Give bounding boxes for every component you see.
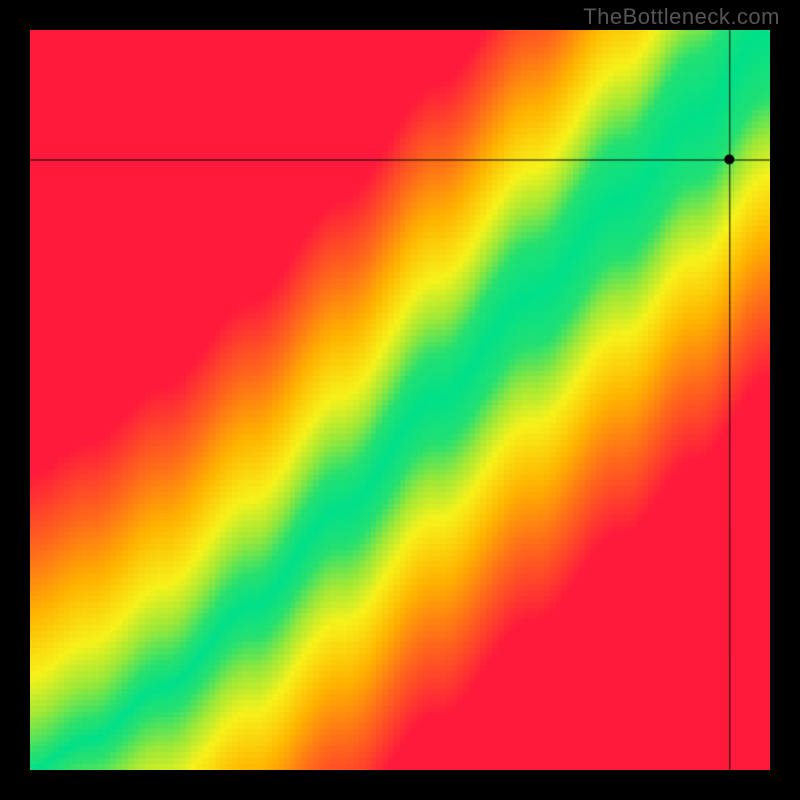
chart-container: TheBottleneck.com — [0, 0, 800, 800]
bottleneck-heatmap — [30, 30, 770, 770]
watermark-text: TheBottleneck.com — [583, 4, 780, 30]
